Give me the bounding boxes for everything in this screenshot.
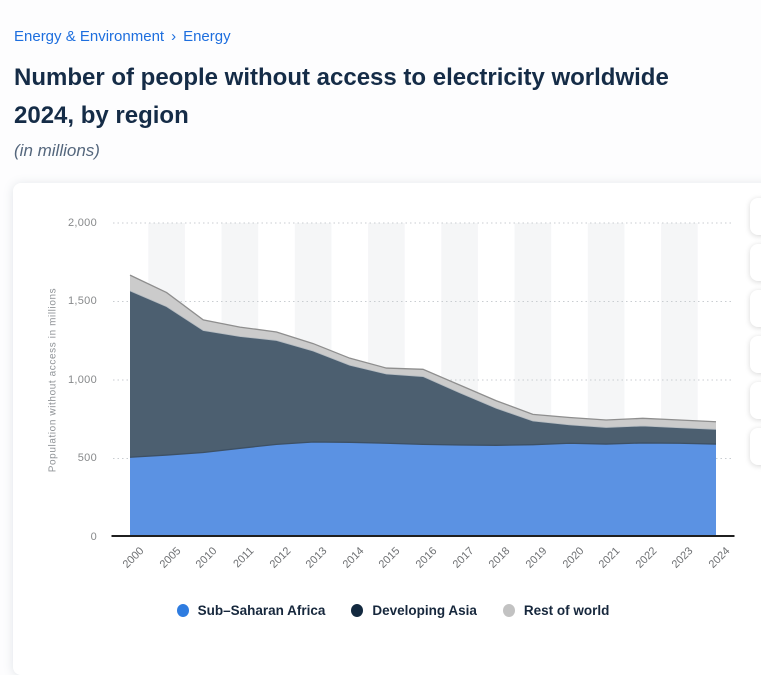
legend-label: Rest of world [523, 603, 610, 618]
page-header: Energy & Environment › Energy Number of pe… [14, 28, 761, 161]
toolbar-button-share[interactable] [750, 244, 761, 281]
legend-label: Developing Asia [372, 603, 477, 618]
series-line-2 [129, 290, 717, 430]
x-tick-label-2014: 2014 [340, 545, 367, 571]
x-tick-label-2015: 2015 [377, 545, 403, 571]
x-tick-label-2000: 2000 [120, 545, 147, 571]
legend-item-3[interactable]: Rest of world [502, 603, 610, 618]
x-tick-label-2013: 2013 [303, 545, 330, 571]
breadcrumb-link-energy[interactable]: Energy [183, 28, 231, 45]
breadcrumb-link-energy-environment[interactable]: Energy & Environment [14, 28, 165, 45]
toolbar-button-download-png[interactable] [750, 290, 761, 327]
toolbar-button-download-xls[interactable] [750, 382, 761, 419]
legend-item-2[interactable]: Developing Asia [351, 603, 477, 618]
x-tick-label-2011: 2011 [231, 545, 257, 571]
page-title-line2: 2024, by region [14, 102, 189, 129]
series-line-1 [129, 441, 717, 458]
x-tick-label-2019: 2019 [523, 545, 550, 571]
legend-dot-icon [351, 604, 364, 617]
x-tick-label-2017: 2017 [450, 545, 477, 571]
stacked-area-chart [111, 222, 735, 537]
toolbar-button-download-pdf[interactable] [750, 336, 761, 373]
y-tick-label: 500 [77, 452, 97, 464]
toolbar-button-download-ppt[interactable] [750, 428, 761, 465]
legend-dot-icon [176, 604, 189, 617]
page-subtitle: (in millions) [14, 141, 100, 160]
page-title-line1: Number of people without access to elect… [14, 64, 669, 91]
x-tick-label-2005: 2005 [157, 545, 184, 571]
page-title: Number of people without access to elect… [14, 59, 761, 135]
legend-label: Sub–Saharan Africa [197, 603, 326, 618]
x-tick-label-2016: 2016 [413, 545, 440, 571]
x-tick-label-2021: 2021 [596, 545, 623, 571]
y-tick-label: 0 [90, 530, 97, 543]
x-tick-label-2010: 2010 [193, 545, 220, 571]
breadcrumb-separator: › [171, 28, 177, 45]
chart-legend: Sub–Saharan Africa Developing Asia Rest of… [13, 603, 761, 618]
y-tick-label: 2,000 [67, 216, 97, 229]
x-tick-label-2022: 2022 [633, 545, 660, 571]
x-tick-label-2018: 2018 [486, 545, 513, 571]
y-tick-label: 1,500 [67, 295, 97, 307]
legend-dot-icon [502, 604, 515, 617]
x-tick-label-2020: 2020 [560, 545, 586, 571]
x-tick-label-2024: 2024 [706, 545, 733, 571]
y-tick-label: 1,000 [67, 373, 97, 386]
series-line-3 [129, 274, 717, 423]
toolbar-button-settings[interactable] [750, 198, 761, 235]
area-1[interactable] [130, 442, 716, 537]
chart-canvas [111, 222, 735, 537]
x-tick-label-2023: 2023 [670, 545, 696, 571]
x-tick-label-2012: 2012 [267, 545, 293, 571]
breadcrumb: Energy & Environment › Energy [14, 28, 761, 45]
legend-item-1[interactable]: Sub–Saharan Africa [176, 603, 326, 618]
